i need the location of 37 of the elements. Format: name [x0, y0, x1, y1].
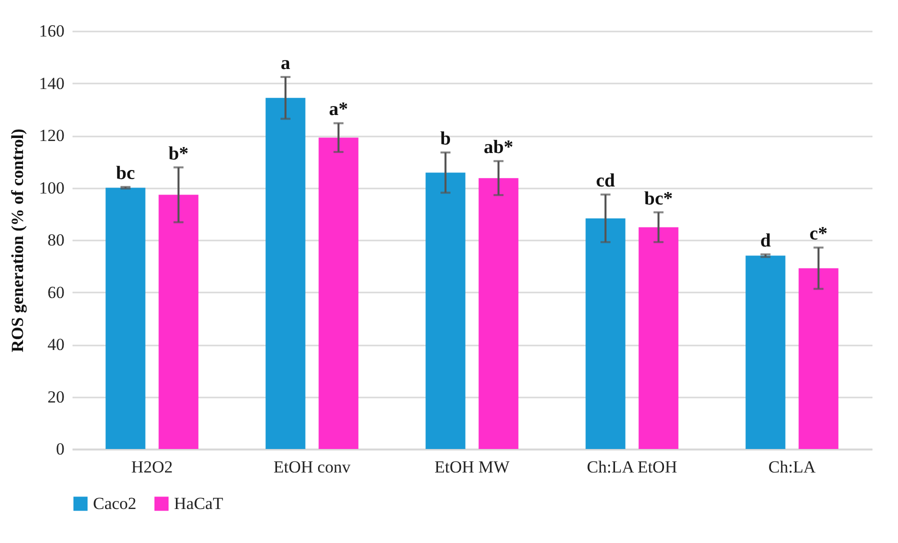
- data-label: bc*: [644, 188, 673, 210]
- data-label: d: [760, 230, 772, 252]
- bar: [426, 172, 466, 449]
- bar: [798, 268, 838, 449]
- data-label: ab*: [484, 137, 514, 158]
- x-tick-label: EtOH MW: [434, 458, 510, 476]
- y-tick-label: 0: [56, 440, 64, 458]
- data-label: c*: [810, 224, 828, 245]
- y-tick-label: 120: [39, 126, 64, 145]
- y-tick-label: 160: [39, 22, 64, 40]
- x-tick-label: Ch:LA: [768, 458, 816, 476]
- data-label: cd: [596, 170, 616, 192]
- legend-label: Caco2: [93, 494, 136, 513]
- bar: [586, 218, 626, 449]
- y-tick-label: 80: [48, 230, 64, 250]
- bar: [478, 178, 518, 449]
- data-label: b*: [168, 143, 189, 164]
- y-tick-label: 100: [39, 178, 64, 198]
- y-tick-label: 140: [39, 74, 64, 93]
- x-tick-label: EtOH conv: [274, 458, 351, 476]
- bar: [318, 138, 358, 449]
- bar: [746, 256, 786, 449]
- y-tick-label: 20: [48, 387, 64, 406]
- y-tick-label: 60: [48, 282, 64, 302]
- legend-label: HaCaT: [174, 494, 224, 513]
- x-tick-label: Ch:LA EtOH: [586, 458, 678, 476]
- x-tick-label: H2O2: [131, 458, 173, 476]
- data-label: a*: [329, 99, 348, 120]
- y-axis-title: ROS generation (% of control): [8, 128, 27, 352]
- bar: [638, 227, 678, 449]
- bar: [266, 98, 306, 449]
- data-label: bc: [116, 162, 135, 184]
- data-label: b: [440, 128, 451, 150]
- y-tick-label: 40: [48, 335, 64, 354]
- bar: [158, 194, 198, 449]
- bar: [106, 188, 146, 449]
- data-label: a: [280, 52, 291, 74]
